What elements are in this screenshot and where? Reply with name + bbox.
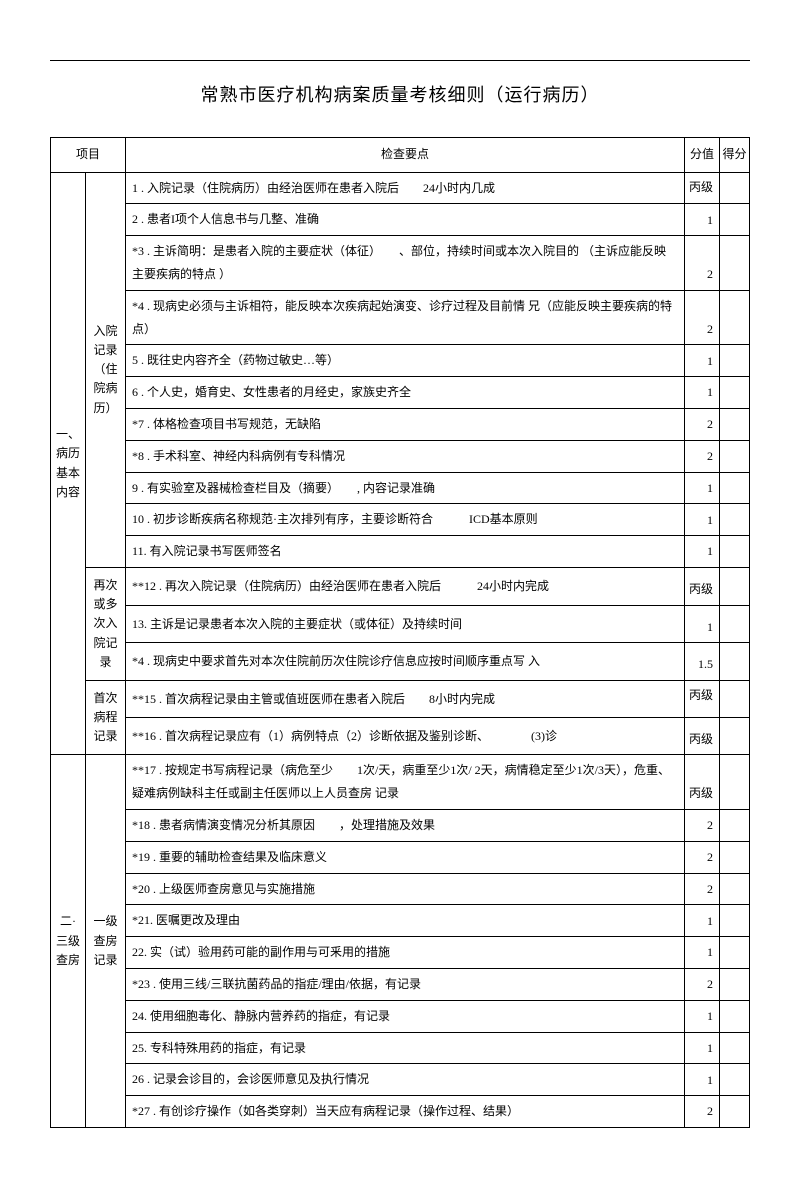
score-value: 1 bbox=[685, 1032, 720, 1064]
got-cell bbox=[720, 1000, 750, 1032]
score-value: 1 bbox=[685, 204, 720, 236]
got-cell bbox=[720, 172, 750, 204]
cat1-0: 一、病历基本内容 bbox=[51, 172, 86, 755]
got-cell bbox=[720, 1096, 750, 1128]
score-value: 2 bbox=[685, 440, 720, 472]
score-value: 1 bbox=[685, 1000, 720, 1032]
score-value: 1 bbox=[685, 536, 720, 568]
header-row: 项目 检查要点 分值 得分 bbox=[51, 138, 750, 173]
score-value: 1.5 bbox=[685, 643, 720, 681]
cat2-0-2: 首次病程记录 bbox=[86, 680, 126, 755]
check-item: *20 . 上级医师查房意见与实施措施 bbox=[126, 873, 685, 905]
got-cell bbox=[720, 643, 750, 681]
score-value: 1 bbox=[685, 504, 720, 536]
cat2-0-0: 入院记录（住院病历） bbox=[86, 172, 126, 567]
score-value: 1 bbox=[685, 345, 720, 377]
check-item: *18 . 患者病情演变情况分析其原因 ，处理措施及效果 bbox=[126, 810, 685, 842]
score-value: 2 bbox=[685, 290, 720, 345]
got-cell bbox=[720, 969, 750, 1001]
got-cell bbox=[720, 536, 750, 568]
got-cell bbox=[720, 810, 750, 842]
check-item: 13. 主诉是记录患者本次入院的主要症状（或体征）及持续时间 bbox=[126, 605, 685, 643]
check-item: 25. 专科特殊用药的指症，有记录 bbox=[126, 1032, 685, 1064]
got-cell bbox=[720, 905, 750, 937]
got-cell bbox=[720, 204, 750, 236]
score-value: 2 bbox=[685, 873, 720, 905]
check-item: 5 . 既往史内容齐全（药物过敏史…等） bbox=[126, 345, 685, 377]
score-value: 2 bbox=[685, 408, 720, 440]
score-value: 丙级 bbox=[685, 755, 720, 810]
got-cell bbox=[720, 755, 750, 810]
got-cell bbox=[720, 718, 750, 755]
score-value: 丙级 bbox=[685, 172, 720, 204]
check-item: 10 . 初步诊断疾病名称规范·主次排列有序，主要诊断符合 ICD基本原则 bbox=[126, 504, 685, 536]
got-cell bbox=[720, 1064, 750, 1096]
score-value: 丙级 bbox=[685, 718, 720, 755]
score-value: 1 bbox=[685, 605, 720, 643]
score-value: 2 bbox=[685, 236, 720, 291]
check-item: 1 . 入院记录（住院病历）由经治医师在患者入院后 24小时内几成 bbox=[126, 172, 685, 204]
cat2-0-1: 再次或多次入院记录 bbox=[86, 567, 126, 680]
check-item: *27 . 有创诊疗操作（如各类穿刺）当天应有病程记录（操作过程、结果） bbox=[126, 1096, 685, 1128]
check-item: 2 . 患者I项个人信息书与几整、准确 bbox=[126, 204, 685, 236]
header-checkpoint: 检查要点 bbox=[126, 138, 685, 173]
assessment-table: 项目 检查要点 分值 得分 一、病历基本内容 入院记录（住院病历） 1 . 入院… bbox=[50, 137, 750, 1128]
score-value: 2 bbox=[685, 1096, 720, 1128]
check-item: **15 . 首次病程记录由主管或值班医师在患者入院后 8小时内完成 bbox=[126, 680, 685, 717]
check-item: 9 . 有实验室及器械检查栏目及（摘要） , 内容记录准确 bbox=[126, 472, 685, 504]
got-cell bbox=[720, 345, 750, 377]
got-cell bbox=[720, 1032, 750, 1064]
score-value: 2 bbox=[685, 969, 720, 1001]
check-item: **12 . 再次入院记录（住院病历）由经治医师在患者入院后 24小时内完成 bbox=[126, 567, 685, 605]
got-cell bbox=[720, 937, 750, 969]
got-cell bbox=[720, 440, 750, 472]
score-value: 2 bbox=[685, 810, 720, 842]
header-project: 项目 bbox=[51, 138, 126, 173]
score-value: 2 bbox=[685, 841, 720, 873]
header-got: 得分 bbox=[720, 138, 750, 173]
got-cell bbox=[720, 290, 750, 345]
check-item: *23 . 使用三线/三联抗菌药品的指症/理由/依据，有记录 bbox=[126, 969, 685, 1001]
check-item: 6 . 个人史，婚育史、女性患者的月经史，家族史齐全 bbox=[126, 377, 685, 409]
check-item: *8 . 手术科室、神经内科病例有专科情况 bbox=[126, 440, 685, 472]
check-item: 11. 有入院记录书写医师签名 bbox=[126, 536, 685, 568]
score-value: 1 bbox=[685, 905, 720, 937]
check-item: *19 . 重要的辅助检查结果及临床意义 bbox=[126, 841, 685, 873]
check-item: *4 . 现病史中要求首先对本次住院前历次住院诊疗信息应按时间顺序重点写 入 bbox=[126, 643, 685, 681]
got-cell bbox=[720, 472, 750, 504]
check-item: *21. 医嘱更改及理由 bbox=[126, 905, 685, 937]
check-item: 22. 实（试）验用药可能的副作用与可釆用的措施 bbox=[126, 937, 685, 969]
check-item: 24. 使用细胞毒化、静脉内营养药的指症，有记录 bbox=[126, 1000, 685, 1032]
check-item: *4 . 现病史必须与主诉相符，能反映本次疾病起始演变、诊疗过程及目前情 兄（应… bbox=[126, 290, 685, 345]
cat1-1: 二· 三级查房 bbox=[51, 755, 86, 1128]
got-cell bbox=[720, 377, 750, 409]
check-item: **17 . 按规定书写病程记录（病危至少 1次/天，病重至少1次/ 2天，病情… bbox=[126, 755, 685, 810]
got-cell bbox=[720, 408, 750, 440]
check-item: *3 . 主诉简明：是患者入院的主要症状（体征） 、部位，持续时间或本次入院目的… bbox=[126, 236, 685, 291]
check-item: **16 . 首次病程记录应有（1）病例特点（2）诊断依据及鉴别诊断、 (3)诊 bbox=[126, 718, 685, 755]
score-value: 1 bbox=[685, 937, 720, 969]
got-cell bbox=[720, 567, 750, 605]
score-value: 1 bbox=[685, 1064, 720, 1096]
got-cell bbox=[720, 841, 750, 873]
got-cell bbox=[720, 504, 750, 536]
score-value: 丙级 bbox=[685, 567, 720, 605]
got-cell bbox=[720, 680, 750, 717]
score-value: 丙级 bbox=[685, 680, 720, 717]
got-cell bbox=[720, 605, 750, 643]
got-cell bbox=[720, 236, 750, 291]
cat2-1-0: 一级查房记录 bbox=[86, 755, 126, 1128]
score-value: 1 bbox=[685, 377, 720, 409]
check-item: *7 . 体格检查项目书写规范，无缺陷 bbox=[126, 408, 685, 440]
score-value: 1 bbox=[685, 472, 720, 504]
check-item: 26 . 记录会诊目的，会诊医师意见及执行情况 bbox=[126, 1064, 685, 1096]
header-score: 分值 bbox=[685, 138, 720, 173]
doc-title: 常熟市医疗机构病案质量考核细则（运行病历） bbox=[50, 81, 750, 107]
got-cell bbox=[720, 873, 750, 905]
